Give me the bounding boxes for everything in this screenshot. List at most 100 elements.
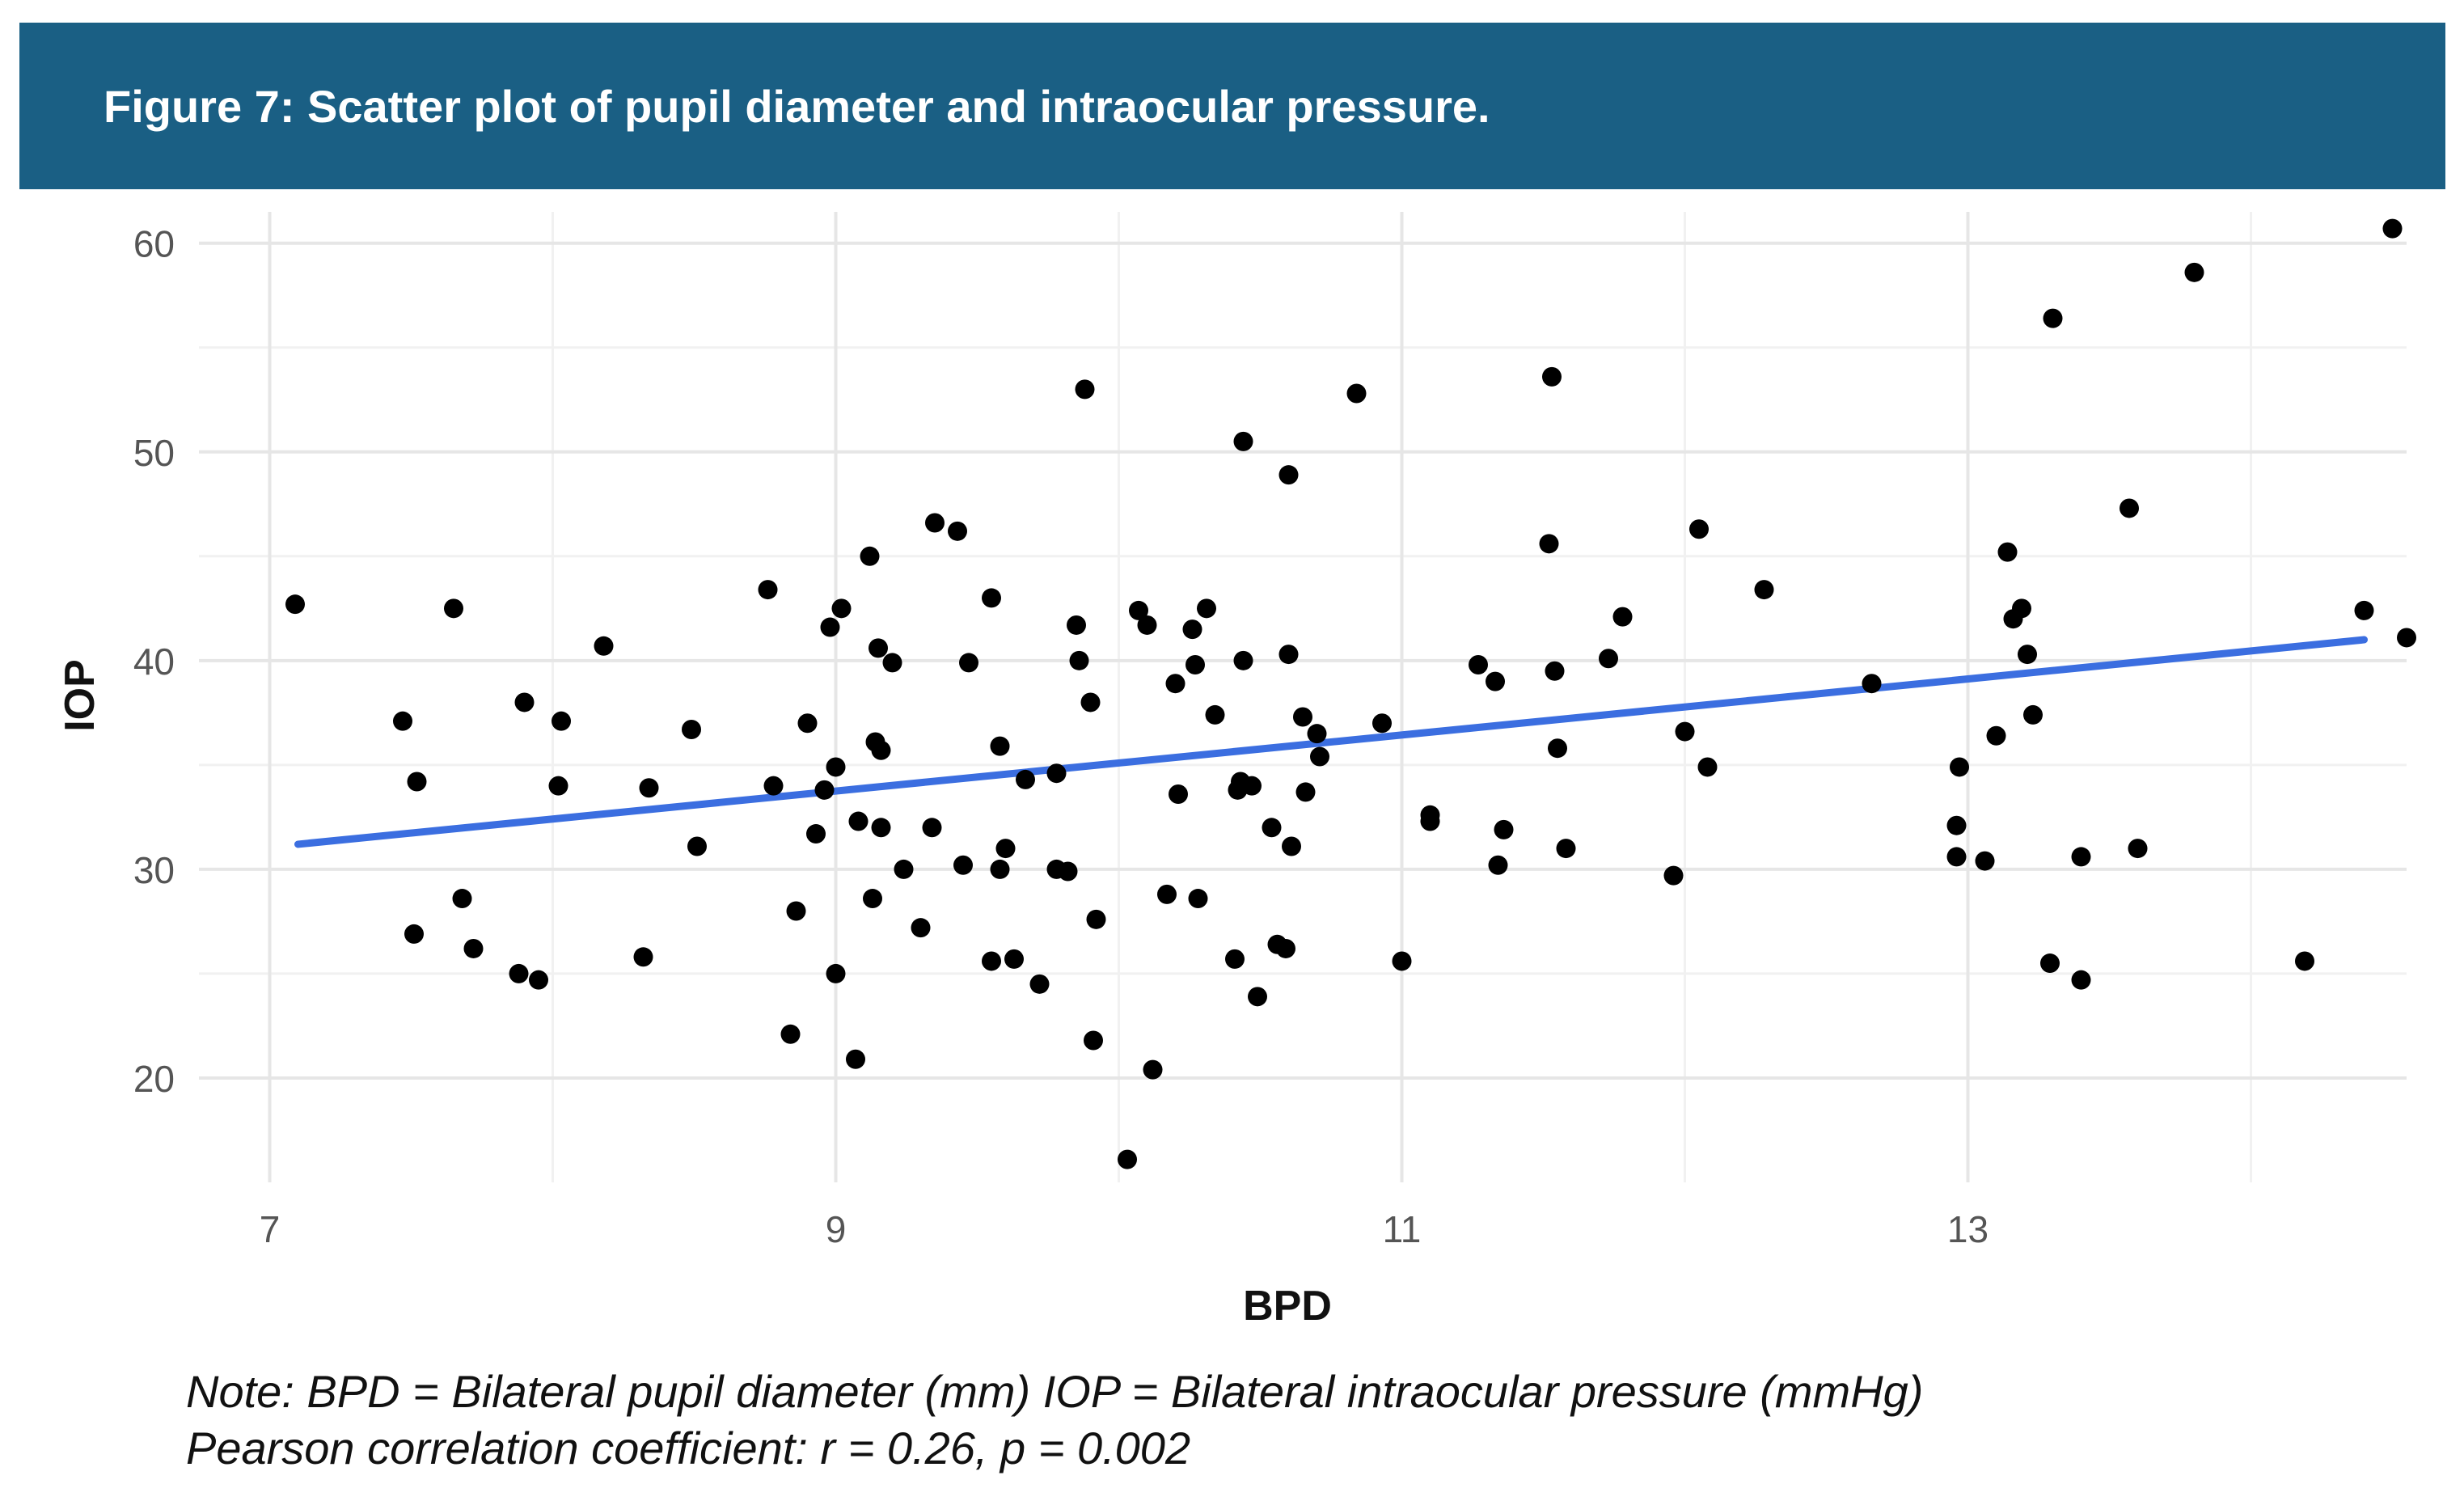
data-point: [1084, 1030, 1103, 1051]
grid-lines: [199, 212, 2407, 1182]
data-point: [1307, 724, 1327, 744]
data-point: [1420, 811, 1440, 831]
data-point: [452, 889, 472, 909]
data-point: [1233, 431, 1253, 451]
data-point: [1188, 889, 1208, 909]
y-tick-labels: 20 30 40 50 60: [133, 223, 175, 1100]
data-point: [1946, 847, 1967, 867]
data-point: [953, 855, 973, 875]
y-tick-label: 60: [133, 223, 175, 265]
figure-title: Figure 7: Scatter plot of pupil diameter…: [104, 80, 1490, 132]
data-point: [2295, 951, 2314, 971]
data-point: [826, 963, 846, 983]
data-point: [1262, 818, 1282, 838]
data-point: [1186, 655, 1205, 674]
data-point: [1946, 815, 1967, 835]
data-point: [786, 901, 806, 921]
data-point: [393, 711, 412, 731]
data-point: [2382, 218, 2403, 239]
data-point: [2128, 839, 2148, 859]
data-point: [1486, 671, 1505, 691]
figure-note: Note: BPD = Bilateral pupil diameter (mm…: [186, 1364, 1923, 1477]
data-point: [687, 836, 707, 856]
data-point: [1697, 757, 1718, 777]
x-tick-labels: 7 9 11 13: [260, 1208, 1989, 1250]
data-point: [894, 859, 914, 879]
data-points: [285, 218, 2416, 1169]
data-point: [285, 594, 305, 615]
data-point: [1182, 619, 1202, 640]
data-point: [2354, 600, 2374, 620]
data-point: [1080, 692, 1101, 712]
data-point: [1372, 713, 1392, 734]
data-point: [871, 818, 891, 838]
data-point: [1165, 674, 1186, 694]
data-point: [925, 513, 945, 533]
y-tick-label: 20: [133, 1058, 175, 1100]
data-point: [1282, 836, 1301, 856]
data-point: [1975, 851, 1995, 871]
data-point: [1469, 655, 1488, 674]
data-point: [1129, 600, 1148, 620]
data-point: [2012, 598, 2031, 619]
data-point: [552, 711, 571, 731]
data-point: [2120, 498, 2139, 518]
data-point: [1293, 707, 1312, 727]
data-point: [814, 780, 835, 800]
data-point: [1675, 721, 1695, 742]
data-point: [1548, 738, 1567, 759]
data-point: [1046, 763, 1067, 784]
data-point: [1278, 645, 1299, 665]
data-point: [1612, 607, 1633, 627]
data-point: [1488, 855, 1508, 875]
y-tick-label: 30: [133, 849, 175, 891]
data-point: [990, 859, 1010, 879]
data-point: [846, 1049, 865, 1069]
data-point: [826, 757, 846, 777]
data-point: [948, 521, 967, 541]
data-point: [990, 736, 1010, 756]
data-point: [1689, 519, 1709, 539]
data-point: [548, 776, 568, 796]
data-point: [1599, 649, 1618, 669]
data-point: [1295, 782, 1316, 802]
data-point: [2071, 970, 2091, 990]
data-point: [1029, 974, 1050, 994]
data-point: [1233, 650, 1253, 670]
data-point: [806, 824, 826, 844]
data-point: [1137, 615, 1157, 635]
data-point: [959, 653, 978, 673]
data-point: [1016, 769, 1035, 789]
data-point: [911, 918, 931, 938]
data-point: [860, 546, 880, 566]
x-axis-label: BPD: [1243, 1283, 1332, 1330]
data-point: [820, 617, 840, 637]
data-point: [995, 839, 1016, 859]
data-point: [982, 588, 1001, 608]
x-tick-label: 9: [826, 1208, 847, 1250]
data-point: [463, 938, 484, 958]
y-tick-label: 40: [133, 641, 175, 683]
data-point: [1276, 938, 1295, 958]
data-point: [2397, 628, 2416, 648]
data-point: [1242, 776, 1262, 796]
data-point: [529, 970, 548, 990]
note-line-2: Pearson correlation coefficient: r = 0.2…: [186, 1423, 1191, 1474]
figure-header: Figure 7: Scatter plot of pupil diameter…: [19, 23, 2445, 189]
data-point: [639, 778, 659, 798]
data-point: [2184, 262, 2204, 282]
data-point: [444, 598, 463, 619]
data-point: [831, 598, 852, 619]
data-point: [922, 818, 942, 838]
data-point: [1205, 704, 1225, 725]
trend-line: [294, 636, 2368, 848]
data-point: [1539, 534, 1559, 554]
data-point: [2071, 847, 2091, 867]
data-point: [1225, 949, 1245, 969]
data-point: [407, 772, 427, 792]
data-point: [514, 692, 535, 712]
data-point: [404, 924, 424, 944]
note-line-1: Note: BPD = Bilateral pupil diameter (mm…: [186, 1366, 1924, 1417]
data-point: [1542, 366, 1562, 387]
